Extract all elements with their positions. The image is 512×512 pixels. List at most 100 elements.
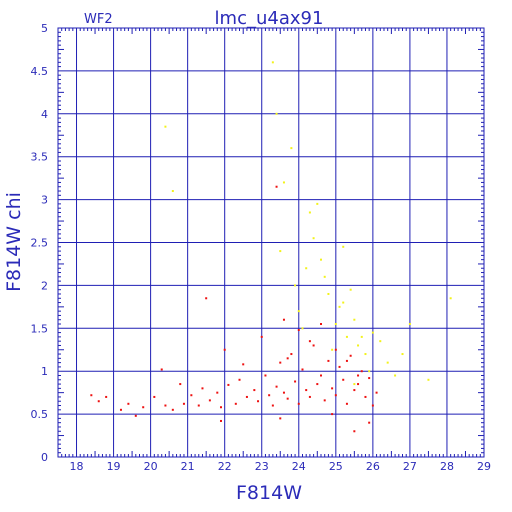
red-point bbox=[257, 400, 260, 403]
red-point bbox=[219, 419, 222, 422]
red-point bbox=[353, 389, 356, 392]
yellow-point bbox=[294, 284, 297, 287]
yellow-point bbox=[353, 383, 356, 386]
red-point bbox=[245, 395, 248, 398]
axis-ticks bbox=[58, 28, 484, 457]
yellow-point bbox=[401, 353, 404, 356]
yellow-point bbox=[164, 125, 167, 128]
yellow-point bbox=[386, 361, 389, 364]
red-point bbox=[320, 374, 323, 377]
y-tick-label: 1 bbox=[41, 365, 48, 378]
red-point bbox=[345, 402, 348, 405]
red-point bbox=[331, 387, 334, 390]
yellow-point bbox=[342, 245, 345, 248]
yellow-point bbox=[394, 374, 397, 377]
red-point bbox=[294, 380, 297, 383]
x-tick-label: 25 bbox=[329, 460, 343, 473]
x-tick-label: 20 bbox=[144, 460, 158, 473]
yellow-point bbox=[371, 331, 374, 334]
red-point bbox=[119, 408, 122, 411]
yellow-point bbox=[275, 112, 278, 115]
red-point bbox=[242, 363, 245, 366]
red-point bbox=[331, 413, 334, 416]
red-point bbox=[342, 378, 345, 381]
y-tick-label: 4 bbox=[41, 108, 48, 121]
red-point bbox=[238, 378, 241, 381]
yellow-point bbox=[271, 61, 274, 64]
red-point bbox=[216, 391, 219, 394]
red-point bbox=[297, 402, 300, 405]
red-point bbox=[127, 402, 130, 405]
y-axis-label: F814W chi bbox=[3, 192, 25, 292]
red-point bbox=[334, 394, 337, 397]
yellow-point bbox=[327, 292, 330, 295]
x-tick-label: 18 bbox=[70, 460, 84, 473]
x-tick-label: 22 bbox=[218, 460, 232, 473]
plot-frame bbox=[57, 27, 485, 458]
red-point bbox=[323, 399, 326, 402]
red-point bbox=[312, 344, 315, 347]
red-point bbox=[290, 353, 293, 356]
yellow-point bbox=[312, 237, 315, 240]
red-point bbox=[375, 391, 378, 394]
yellow-point bbox=[368, 370, 371, 373]
red-point bbox=[316, 383, 319, 386]
red-point bbox=[171, 408, 174, 411]
y-tick-label: 0.5 bbox=[31, 408, 49, 421]
y-tick-label: 1.5 bbox=[31, 322, 49, 335]
red-point bbox=[279, 361, 282, 364]
red-point bbox=[353, 430, 356, 433]
red-point bbox=[271, 404, 274, 407]
yellow-point bbox=[320, 258, 323, 261]
yellow-point bbox=[282, 181, 285, 184]
yellow-point bbox=[353, 318, 356, 321]
yellow-point bbox=[297, 310, 300, 313]
red-point bbox=[308, 340, 311, 343]
red-point bbox=[253, 389, 256, 392]
red-point bbox=[142, 406, 145, 409]
red-point bbox=[349, 354, 352, 357]
red-point bbox=[279, 417, 282, 420]
red-point bbox=[90, 394, 93, 397]
red-point bbox=[368, 377, 371, 380]
red-point bbox=[201, 387, 204, 390]
yellow-point bbox=[290, 147, 293, 150]
yellow-point bbox=[279, 250, 282, 253]
yellow-point bbox=[357, 344, 360, 347]
tick-labels: 18 19 20 21 22 23 24 25 26 27 28 29 0 0.5 1 1.5 2 2.5 3 3.5… bbox=[31, 22, 492, 473]
red-point bbox=[357, 383, 360, 386]
y-tick-label: 4.5 bbox=[31, 65, 49, 78]
red-point bbox=[282, 318, 285, 321]
red-point bbox=[364, 395, 367, 398]
x-tick-label: 19 bbox=[107, 460, 121, 473]
y-tick-label: 3 bbox=[41, 194, 48, 207]
yellow-point bbox=[308, 211, 311, 214]
red-point bbox=[308, 395, 311, 398]
red-point bbox=[264, 374, 267, 377]
y-tick-label: 2 bbox=[41, 279, 48, 292]
yellow-point bbox=[334, 323, 337, 326]
yellow-point bbox=[364, 353, 367, 356]
red-point bbox=[164, 404, 167, 407]
yellow-point bbox=[338, 305, 341, 308]
y-tick-label: 3.5 bbox=[31, 151, 49, 164]
red-point bbox=[260, 335, 263, 338]
red-point bbox=[327, 359, 330, 362]
red-point bbox=[205, 297, 208, 300]
x-tick-label: 26 bbox=[366, 460, 380, 473]
red-point bbox=[223, 348, 226, 351]
red-point bbox=[297, 329, 300, 332]
x-tick-label: 28 bbox=[440, 460, 454, 473]
red-point bbox=[301, 368, 304, 371]
red-point bbox=[286, 357, 289, 360]
panel-label: WF2 bbox=[84, 12, 113, 27]
red-point bbox=[305, 389, 308, 392]
yellow-point bbox=[305, 267, 308, 270]
red-point bbox=[368, 421, 371, 424]
red-point bbox=[360, 370, 363, 373]
red-point bbox=[275, 185, 278, 188]
yellow-point bbox=[345, 335, 348, 338]
x-tick-label: 21 bbox=[181, 460, 195, 473]
x-tick-label: 23 bbox=[255, 460, 269, 473]
